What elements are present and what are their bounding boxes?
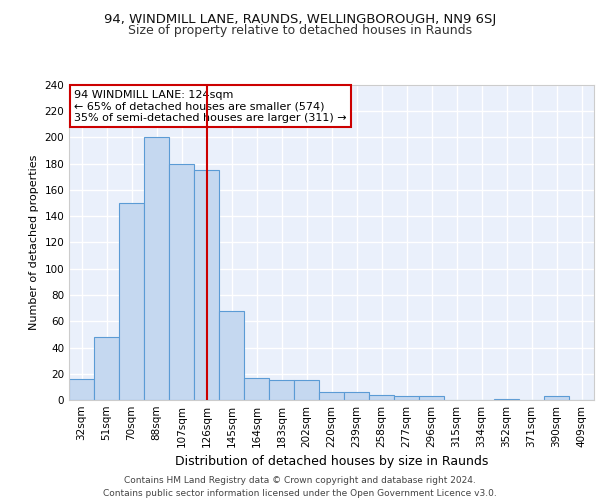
Y-axis label: Number of detached properties: Number of detached properties: [29, 155, 39, 330]
Text: 94 WINDMILL LANE: 124sqm
← 65% of detached houses are smaller (574)
35% of semi-: 94 WINDMILL LANE: 124sqm ← 65% of detach…: [74, 90, 347, 123]
Bar: [294, 380, 319, 400]
Bar: [194, 170, 219, 400]
Bar: [244, 378, 269, 400]
Bar: [344, 392, 369, 400]
Text: 94, WINDMILL LANE, RAUNDS, WELLINGBOROUGH, NN9 6SJ: 94, WINDMILL LANE, RAUNDS, WELLINGBOROUG…: [104, 12, 496, 26]
Bar: [169, 164, 194, 400]
Bar: [394, 396, 419, 400]
Bar: [144, 138, 169, 400]
Text: Size of property relative to detached houses in Raunds: Size of property relative to detached ho…: [128, 24, 472, 37]
Bar: [69, 379, 94, 400]
Bar: [219, 310, 244, 400]
Bar: [269, 380, 294, 400]
Bar: [544, 396, 569, 400]
Bar: [369, 395, 394, 400]
Bar: [319, 392, 344, 400]
Text: Contains HM Land Registry data © Crown copyright and database right 2024.
Contai: Contains HM Land Registry data © Crown c…: [103, 476, 497, 498]
Bar: [119, 203, 144, 400]
Bar: [94, 337, 119, 400]
Bar: [494, 398, 519, 400]
Bar: [419, 396, 444, 400]
X-axis label: Distribution of detached houses by size in Raunds: Distribution of detached houses by size …: [175, 456, 488, 468]
